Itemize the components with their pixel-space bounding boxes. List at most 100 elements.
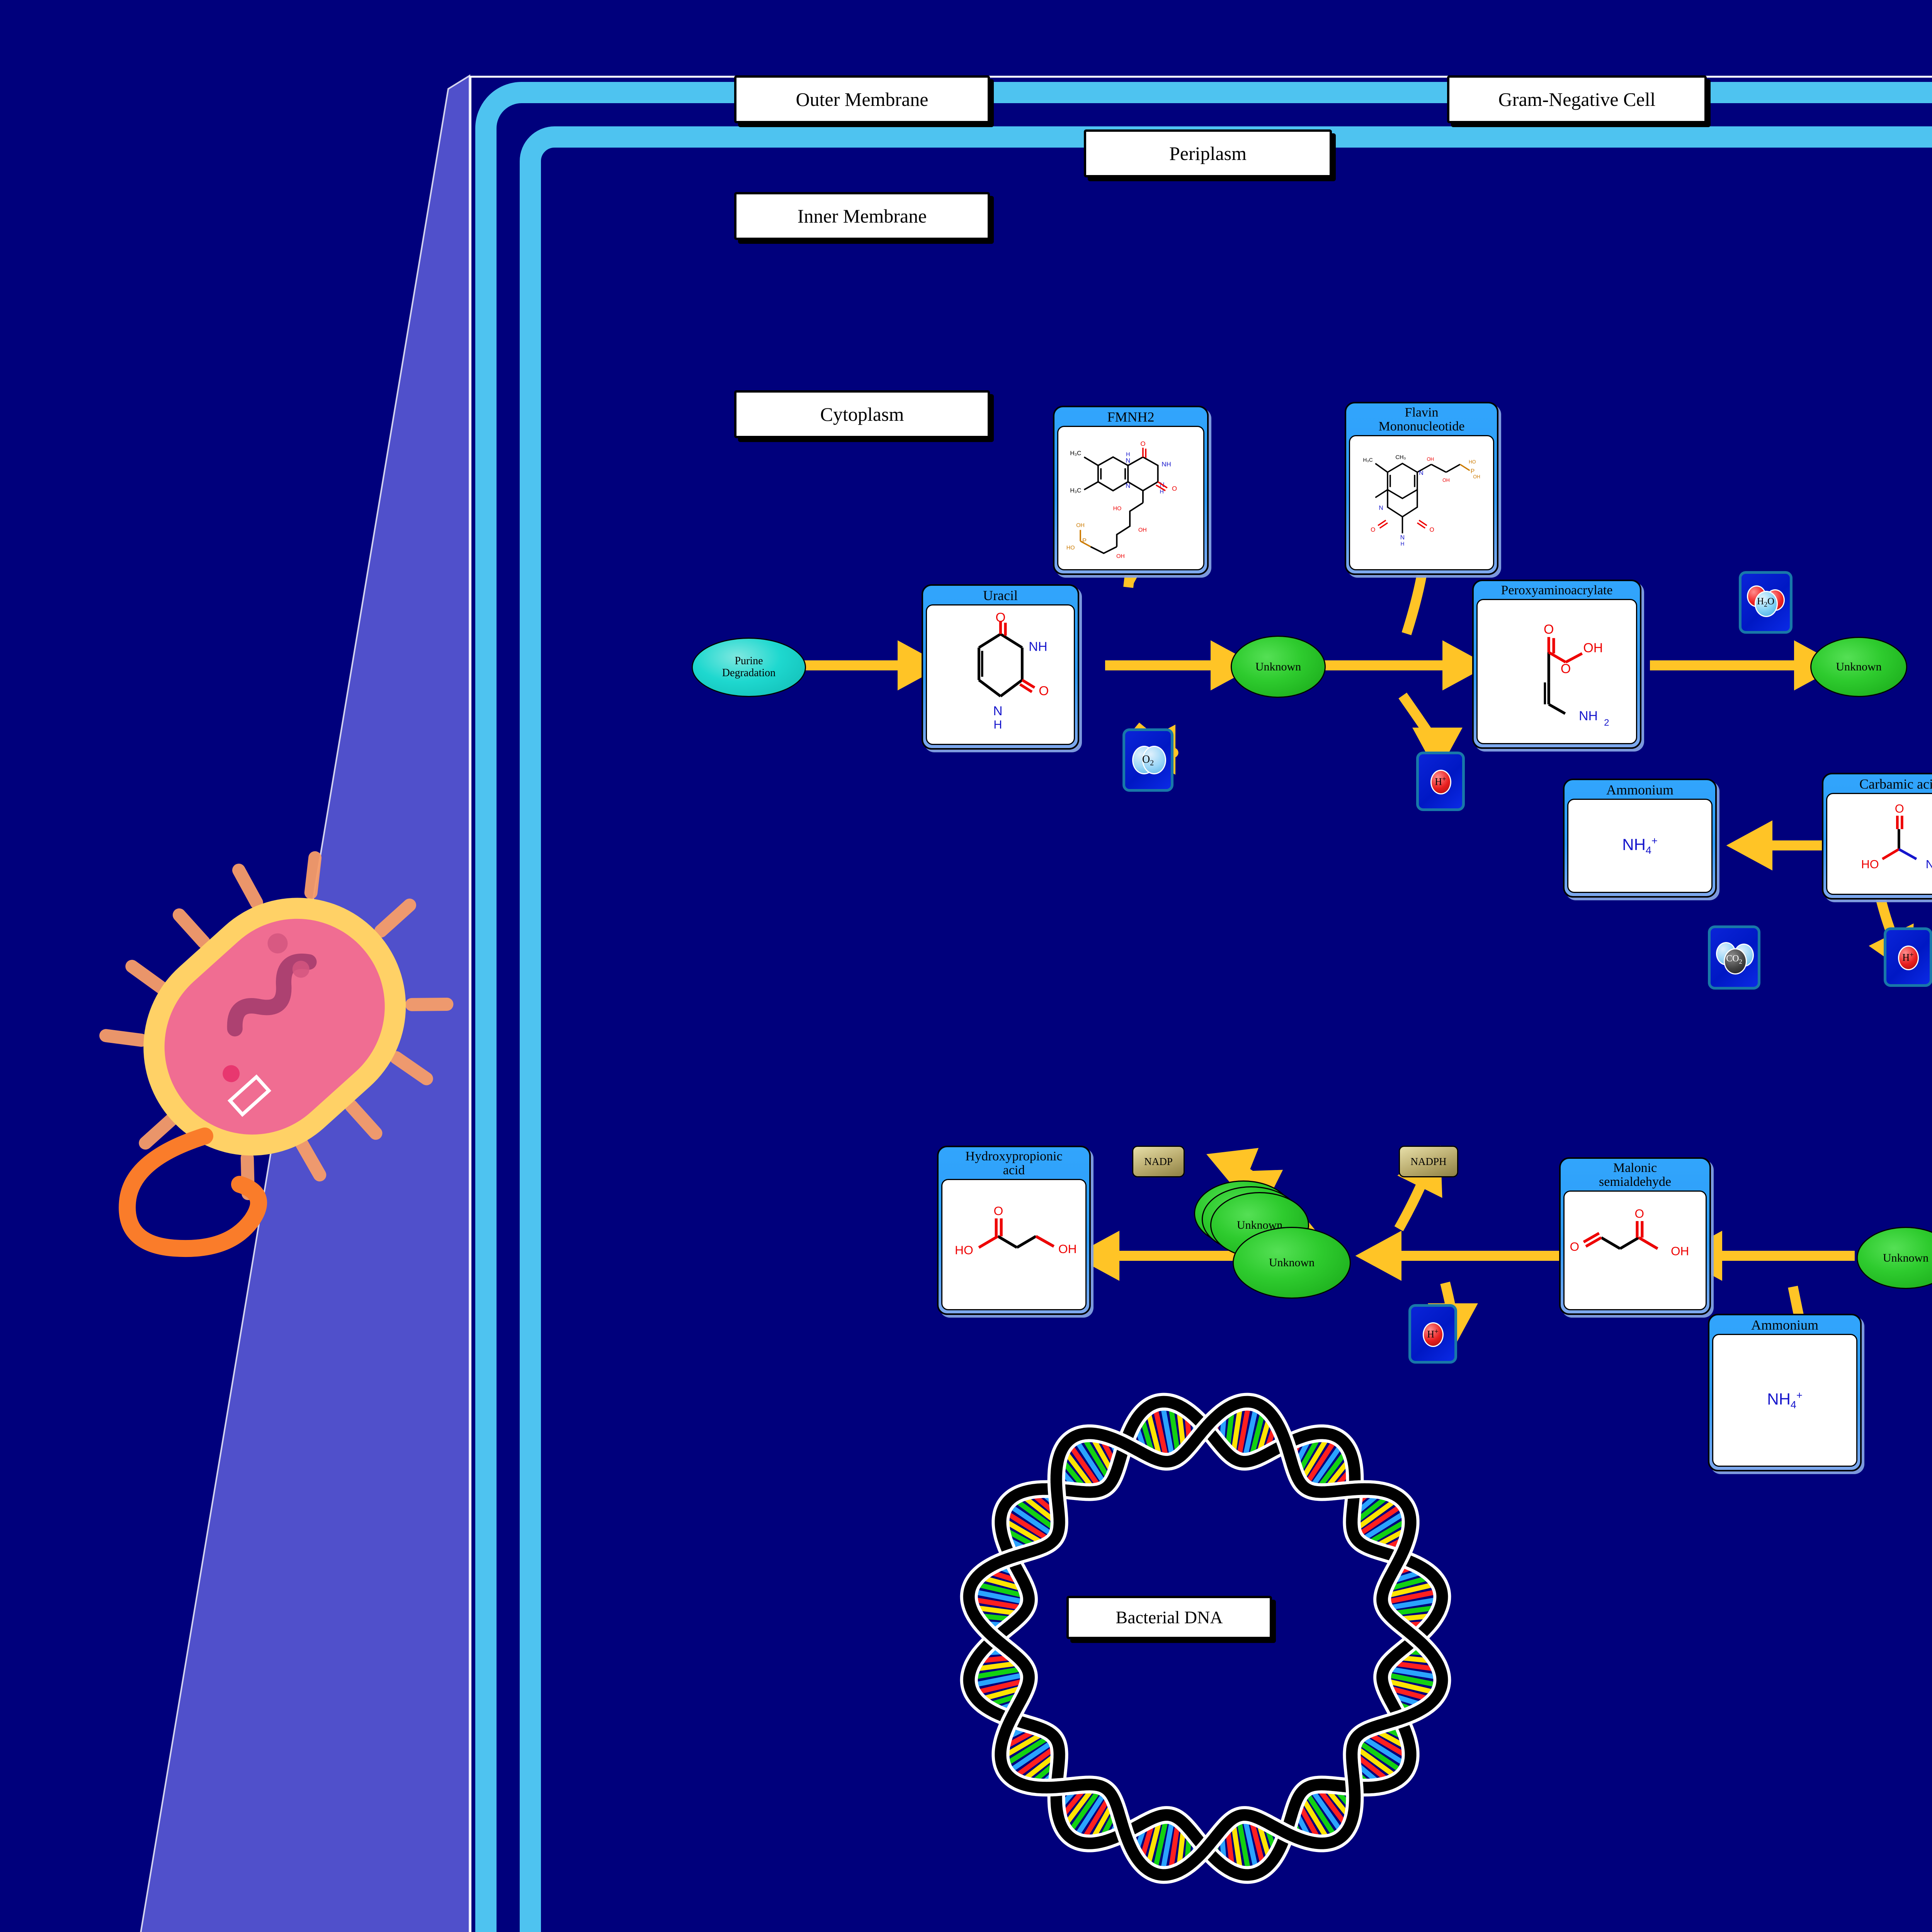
- small-molecule-hplus-3[interactable]: H+: [1884, 927, 1932, 987]
- svg-text:HO: HO: [1469, 459, 1476, 464]
- compound-title-peroxyaminoacrylate: Peroxyaminoacrylate: [1501, 583, 1613, 597]
- compound-box-flavin-mononucleotide[interactable]: Flavin Mononucleotide CH₃ H₃C N N N H O …: [1345, 402, 1498, 575]
- h2o-label-1: H2O: [1757, 596, 1775, 608]
- svg-text:OH: OH: [1671, 1245, 1689, 1258]
- compound-title-fmnh2: FMNH2: [1107, 409, 1155, 425]
- svg-text:O: O: [993, 1204, 1003, 1218]
- enzyme-label-1: Unknown: [1255, 660, 1301, 673]
- label-gram-negative-cell-text: Gram-Negative Cell: [1498, 88, 1656, 110]
- label-bacterial-dna-text: Bacterial DNA: [1116, 1607, 1223, 1627]
- svg-text:N: N: [1126, 482, 1130, 489]
- purine-degradation-line2: Degradation: [722, 667, 776, 679]
- purine-degradation-line1: Purine: [735, 655, 763, 667]
- svg-text:OH: OH: [1442, 478, 1450, 483]
- structure-uracil: O O NH N H: [926, 604, 1075, 745]
- structure-ammonium-2: NH4+: [1712, 1334, 1857, 1467]
- svg-text:O: O: [1371, 527, 1375, 533]
- compound-box-malonic-semialdehyde[interactable]: Malonic semialdehyde O O OH: [1559, 1157, 1711, 1315]
- structure-fmnh2: H₃C H₃C N H N NH N H O O HO OH OH OH HO …: [1057, 426, 1204, 570]
- co2-label-1: CO2: [1726, 954, 1742, 965]
- small-molecule-hplus-1[interactable]: H+: [1416, 752, 1465, 811]
- svg-text:H: H: [993, 718, 1002, 731]
- svg-text:H: H: [1126, 451, 1130, 457]
- compound-title-flavin-mononucleotide: Flavin Mononucleotide: [1378, 405, 1465, 434]
- cofactor-nadph[interactable]: NADPH: [1399, 1146, 1458, 1177]
- compound-title-uracil: Uracil: [983, 588, 1018, 603]
- svg-text:OH: OH: [1473, 474, 1480, 480]
- compound-title-carbamic-acid: Carbamic acid: [1859, 776, 1932, 792]
- svg-text:O: O: [1140, 440, 1145, 447]
- svg-text:HO: HO: [1113, 506, 1122, 512]
- compound-box-ammonium-1[interactable]: Ammonium NH4+: [1563, 779, 1717, 898]
- svg-text:O: O: [1570, 1240, 1579, 1253]
- svg-text:O: O: [1560, 662, 1570, 676]
- compound-box-fmnh2[interactable]: FMNH2 H₃C H₃C N H N NH N H O O: [1053, 406, 1209, 575]
- pathway-node-purine-degradation[interactable]: Purine Degradation: [692, 638, 806, 697]
- svg-text:N: N: [1400, 534, 1405, 541]
- label-inner-membrane-text: Inner Membrane: [797, 205, 927, 227]
- structure-hydroxypropionic-acid: O HO OH: [941, 1179, 1087, 1310]
- svg-text:OH: OH: [1076, 522, 1085, 529]
- svg-text:HO: HO: [1861, 857, 1879, 871]
- small-molecule-hplus-5[interactable]: H+: [1408, 1304, 1457, 1364]
- small-molecule-o2-1[interactable]: O2: [1122, 728, 1173, 792]
- small-molecule-co2-1[interactable]: CO2: [1708, 925, 1760, 990]
- svg-text:OH: OH: [1583, 641, 1603, 655]
- svg-text:O: O: [995, 611, 1005, 625]
- compound-title-ammonium-1: Ammonium: [1606, 782, 1673, 798]
- svg-text:H₃C: H₃C: [1070, 488, 1081, 494]
- hplus-label-5: H+: [1427, 1328, 1439, 1340]
- enzyme-unknown-2[interactable]: Unknown: [1810, 637, 1907, 697]
- bacterium-illustration: [99, 851, 454, 1257]
- structure-peroxyaminoacrylate: O O OH NH 2: [1476, 599, 1637, 744]
- enzyme-label-6: Unknown: [1269, 1256, 1315, 1269]
- structure-ammonium-1: NH4+: [1567, 799, 1713, 893]
- enzyme-unknown-6[interactable]: Unknown: [1233, 1227, 1351, 1299]
- bacterial-dna-circle: [960, 1393, 1451, 1884]
- svg-text:O: O: [1544, 622, 1554, 637]
- svg-text:H₃C: H₃C: [1070, 450, 1081, 457]
- svg-text:P: P: [1082, 537, 1087, 544]
- compound-box-ammonium-2[interactable]: Ammonium NH4+: [1708, 1314, 1862, 1471]
- compound-box-uracil[interactable]: Uracil O O NH N H: [922, 584, 1079, 750]
- svg-text:OH: OH: [1116, 553, 1125, 560]
- label-bacterial-dna: Bacterial DNA: [1066, 1596, 1272, 1639]
- svg-text:H: H: [1160, 489, 1163, 495]
- svg-text:H₃C: H₃C: [1363, 457, 1372, 463]
- svg-text:O: O: [1895, 802, 1904, 815]
- svg-text:NH: NH: [1579, 709, 1598, 723]
- svg-text:O: O: [1172, 485, 1177, 492]
- compound-title-ammonium-2: Ammonium: [1751, 1317, 1818, 1333]
- svg-text:2: 2: [1604, 718, 1609, 728]
- svg-text:H: H: [1400, 541, 1404, 547]
- svg-text:NH: NH: [1162, 461, 1171, 468]
- cofactor-nadp[interactable]: NADP: [1132, 1146, 1185, 1177]
- enzyme-unknown-4[interactable]: Unknown: [1857, 1227, 1932, 1289]
- compound-box-hydroxypropionic-acid[interactable]: Hydroxypropionic acid O HO OH: [937, 1146, 1091, 1315]
- o2-label-1: O2: [1142, 753, 1154, 767]
- cofactor-label-nadp: NADP: [1144, 1155, 1173, 1167]
- label-outer-membrane-text: Outer Membrane: [796, 88, 929, 110]
- svg-text:NH: NH: [1925, 857, 1932, 871]
- svg-text:O: O: [1039, 684, 1049, 698]
- svg-text:N: N: [993, 704, 1002, 718]
- hplus-label-3: H+: [1902, 951, 1914, 963]
- svg-text:CH₃: CH₃: [1395, 454, 1406, 461]
- enzyme-unknown-1[interactable]: Unknown: [1231, 636, 1326, 698]
- svg-text:HO: HO: [1066, 545, 1075, 551]
- svg-text:N: N: [1419, 470, 1423, 476]
- small-molecule-h2o-1[interactable]: H2O: [1739, 571, 1793, 634]
- svg-text:OH: OH: [1427, 457, 1434, 462]
- compound-box-carbamic-acid[interactable]: Carbamic acid O HO NH 2: [1822, 773, 1932, 900]
- cofactor-label-nadph: NADPH: [1410, 1155, 1447, 1167]
- enzyme-label-4: Unknown: [1883, 1251, 1929, 1264]
- hplus-label-1: H+: [1435, 775, 1446, 787]
- svg-text:O: O: [1429, 527, 1434, 533]
- compound-box-peroxyaminoacrylate[interactable]: Peroxyaminoacrylate O O OH NH 2: [1472, 580, 1641, 749]
- structure-flavin-mononucleotide: CH₃ H₃C N N N H O O OH OH HO OH P: [1349, 435, 1494, 570]
- svg-text:NH: NH: [1029, 640, 1047, 654]
- svg-text:OH: OH: [1138, 527, 1147, 533]
- label-periplasm-text: Periplasm: [1169, 142, 1247, 164]
- enzyme-label-2: Unknown: [1836, 660, 1882, 673]
- svg-text:P: P: [1471, 468, 1475, 474]
